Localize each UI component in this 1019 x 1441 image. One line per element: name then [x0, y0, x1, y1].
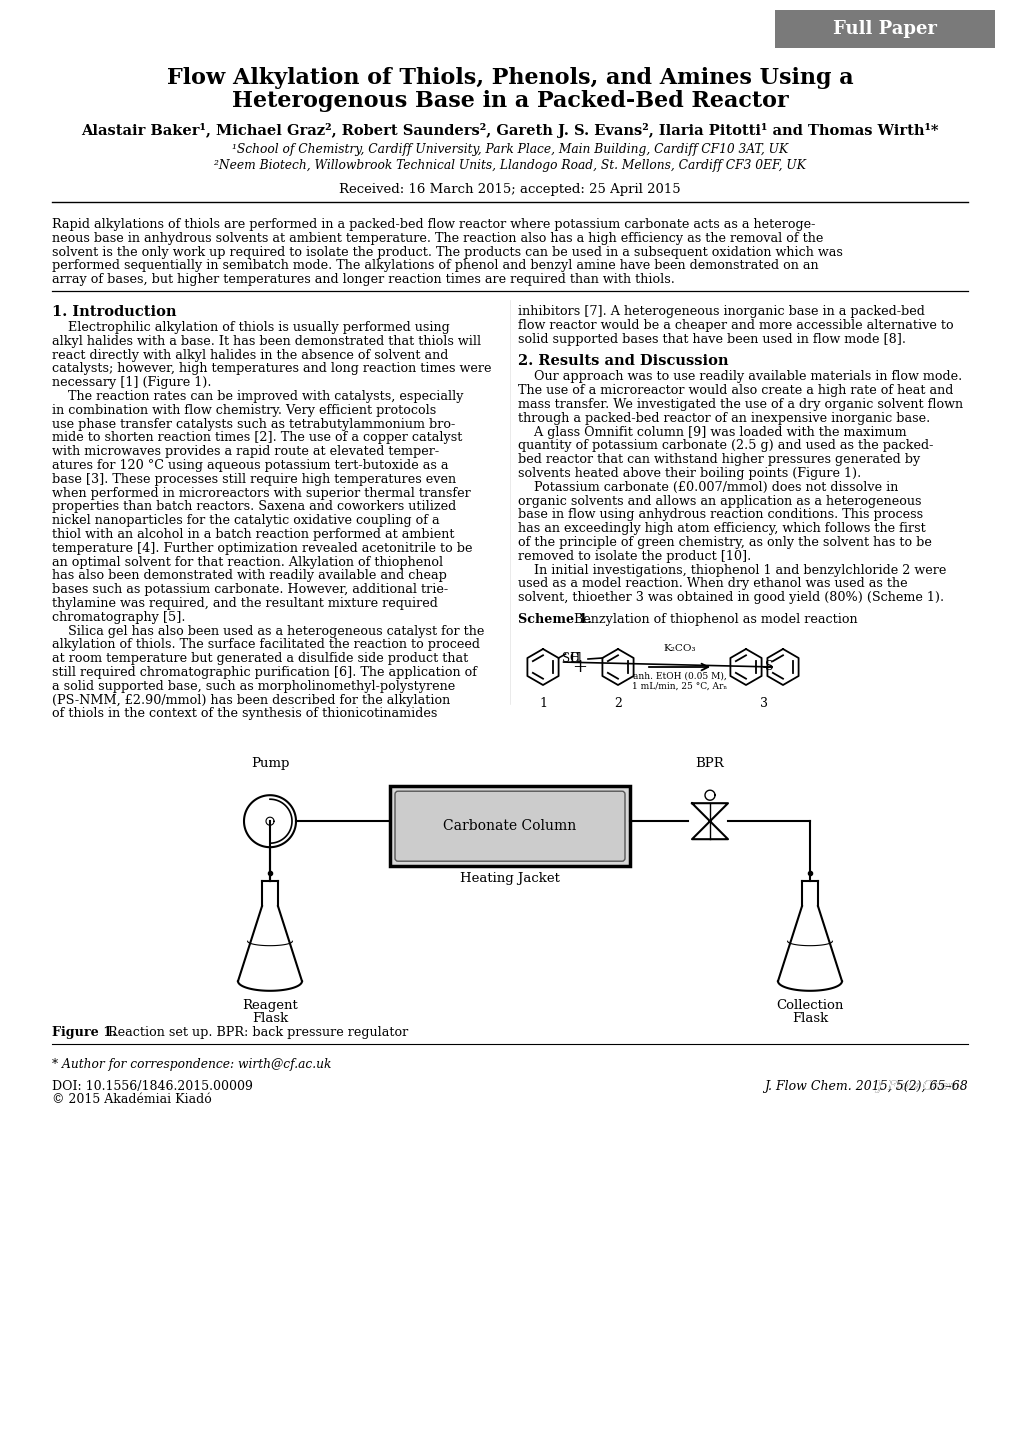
- Text: Heterogenous Base in a Packed-Bed Reactor: Heterogenous Base in a Packed-Bed Reacto…: [231, 89, 788, 112]
- Text: of the principle of green chemistry, as only the solvent has to be: of the principle of green chemistry, as …: [518, 536, 931, 549]
- Text: base in flow using anhydrous reaction conditions. This process: base in flow using anhydrous reaction co…: [518, 509, 922, 522]
- Text: performed sequentially in semibatch mode. The alkylations of phenol and benzyl a: performed sequentially in semibatch mode…: [52, 259, 818, 272]
- Text: Potassium carbonate (£0.007/mmol) does not dissolve in: Potassium carbonate (£0.007/mmol) does n…: [518, 481, 898, 494]
- Text: 3: 3: [760, 697, 767, 710]
- Text: Reaction set up. BPR: back pressure regulator: Reaction set up. BPR: back pressure regu…: [104, 1026, 408, 1039]
- Text: thiol with an alcohol in a batch reaction performed at ambient: thiol with an alcohol in a batch reactio…: [52, 527, 454, 540]
- Text: solvent is the only work up required to isolate the product. The products can be: solvent is the only work up required to …: [52, 245, 842, 258]
- Text: SH: SH: [561, 653, 580, 666]
- Text: A glass Omnifit column [9] was loaded with the maximum: A glass Omnifit column [9] was loaded wi…: [518, 425, 906, 438]
- Text: The reaction rates can be improved with catalysts, especially: The reaction rates can be improved with …: [52, 391, 463, 403]
- Text: Received: 16 March 2015; accepted: 25 April 2015: Received: 16 March 2015; accepted: 25 Ap…: [339, 183, 680, 196]
- Text: * Author for correspondence: wirth@cf.ac.uk: * Author for correspondence: wirth@cf.ac…: [52, 1058, 331, 1071]
- Text: bed reactor that can withstand higher pressures generated by: bed reactor that can withstand higher pr…: [518, 454, 919, 467]
- Text: temperature [4]. Further optimization revealed acetonitrile to be: temperature [4]. Further optimization re…: [52, 542, 472, 555]
- Text: J. Flow Chem.: J. Flow Chem.: [875, 1081, 967, 1094]
- Text: ²Neem Biotech, Willowbrook Technical Units, Llandogo Road, St. Mellons, Cardiff : ²Neem Biotech, Willowbrook Technical Uni…: [214, 160, 805, 173]
- Text: catalysts; however, high temperatures and long reaction times were: catalysts; however, high temperatures an…: [52, 362, 491, 376]
- Text: ¹School of Chemistry, Cardiff University, Park Place, Main Building, Cardiff CF1: ¹School of Chemistry, Cardiff University…: [231, 144, 788, 157]
- Text: Flow Alkylation of Thiols, Phenols, and Amines Using a: Flow Alkylation of Thiols, Phenols, and …: [166, 66, 853, 89]
- Text: base [3]. These processes still require high temperatures even: base [3]. These processes still require …: [52, 473, 455, 486]
- Text: nickel nanoparticles for the catalytic oxidative coupling of a: nickel nanoparticles for the catalytic o…: [52, 514, 439, 527]
- Text: Figure 1.: Figure 1.: [52, 1026, 116, 1039]
- Text: J. Flow Chem. 2015, 5(2), 65–68: J. Flow Chem. 2015, 5(2), 65–68: [763, 1081, 967, 1094]
- Text: flow reactor would be a cheaper and more accessible alternative to: flow reactor would be a cheaper and more…: [518, 318, 953, 331]
- Text: In initial investigations, thiophenol 1 and benzylchloride 2 were: In initial investigations, thiophenol 1 …: [518, 563, 946, 576]
- Text: © 2015 Akadémiai Kiadó: © 2015 Akadémiai Kiadó: [52, 1094, 212, 1107]
- Text: react directly with alkyl halides in the absence of solvent and: react directly with alkyl halides in the…: [52, 349, 448, 362]
- Text: The use of a microreactor would also create a high rate of heat and: The use of a microreactor would also cre…: [518, 385, 953, 398]
- Text: used as a model reaction. When dry ethanol was used as the: used as a model reaction. When dry ethan…: [518, 578, 907, 591]
- Text: anh. EtOH (0.05 M),: anh. EtOH (0.05 M),: [632, 672, 726, 682]
- Text: Flask: Flask: [791, 1012, 827, 1025]
- Text: when performed in microreactors with superior thermal transfer: when performed in microreactors with sup…: [52, 487, 471, 500]
- Text: 1 mL/min, 25 °C, Arₙ: 1 mL/min, 25 °C, Arₙ: [632, 682, 727, 692]
- Text: Electrophilic alkylation of thiols is usually performed using: Electrophilic alkylation of thiols is us…: [52, 321, 449, 334]
- Text: Flask: Flask: [252, 1012, 287, 1025]
- Text: Carbonate Column: Carbonate Column: [443, 818, 576, 833]
- Text: Rapid alkylations of thiols are performed in a packed-bed flow reactor where pot: Rapid alkylations of thiols are performe…: [52, 218, 814, 231]
- Text: chromatography [5].: chromatography [5].: [52, 611, 185, 624]
- Text: Full Paper: Full Paper: [833, 20, 936, 37]
- Text: array of bases, but higher temperatures and longer reaction times are required t: array of bases, but higher temperatures …: [52, 274, 675, 287]
- Text: S: S: [764, 660, 772, 673]
- Bar: [389, 787, 630, 866]
- Text: Benzylation of thiophenol as model reaction: Benzylation of thiophenol as model react…: [570, 612, 857, 625]
- Text: Alastair Baker¹, Michael Graz², Robert Saunders², Gareth J. S. Evans², Ilaria Pi: Alastair Baker¹, Michael Graz², Robert S…: [82, 122, 937, 137]
- Text: solvent, thioether 3 was obtained in good yield (80%) (Scheme 1).: solvent, thioether 3 was obtained in goo…: [518, 591, 944, 604]
- Text: Our approach was to use readily available materials in flow mode.: Our approach was to use readily availabl…: [518, 370, 961, 383]
- Text: still required chromatographic purification [6]. The application of: still required chromatographic purificat…: [52, 666, 477, 679]
- Text: (PS-NMM, £2.90/mmol) has been described for the alkylation: (PS-NMM, £2.90/mmol) has been described …: [52, 693, 449, 706]
- Text: Scheme 1.: Scheme 1.: [518, 612, 591, 625]
- Text: K₂CO₃: K₂CO₃: [662, 644, 695, 653]
- Text: use phase transfer catalysts such as tetrabutylammonium bro-: use phase transfer catalysts such as tet…: [52, 418, 454, 431]
- Text: Pump: Pump: [251, 757, 289, 769]
- Text: has an exceedingly high atom efficiency, which follows the first: has an exceedingly high atom efficiency,…: [518, 522, 925, 535]
- Text: bases such as potassium carbonate. However, additional trie-: bases such as potassium carbonate. Howev…: [52, 584, 447, 597]
- Text: BPR: BPR: [695, 757, 723, 769]
- Text: 2. Results and Discussion: 2. Results and Discussion: [518, 354, 728, 369]
- Text: 1. Introduction: 1. Introduction: [52, 305, 176, 318]
- Text: DOI: 10.1556/1846.2015.00009: DOI: 10.1556/1846.2015.00009: [52, 1081, 253, 1094]
- Text: solvents heated above their boiling points (Figure 1).: solvents heated above their boiling poin…: [518, 467, 860, 480]
- Text: removed to isolate the product [10].: removed to isolate the product [10].: [518, 550, 751, 563]
- Text: alkyl halides with a base. It has been demonstrated that thiols will: alkyl halides with a base. It has been d…: [52, 334, 481, 347]
- Text: properties than batch reactors. Saxena and coworkers utilized: properties than batch reactors. Saxena a…: [52, 500, 455, 513]
- FancyBboxPatch shape: [774, 10, 994, 48]
- Text: neous base in anhydrous solvents at ambient temperature. The reaction also has a: neous base in anhydrous solvents at ambi…: [52, 232, 822, 245]
- Text: inhibitors [7]. A heterogeneous inorganic base in a packed-bed: inhibitors [7]. A heterogeneous inorgani…: [518, 305, 924, 318]
- Text: Silica gel has also been used as a heterogeneous catalyst for the: Silica gel has also been used as a heter…: [52, 624, 484, 637]
- Text: Collection: Collection: [775, 999, 843, 1012]
- Text: 2: 2: [613, 697, 622, 710]
- Text: a solid supported base, such as morpholinomethyl-polystyrene: a solid supported base, such as morpholi…: [52, 680, 454, 693]
- Text: mide to shorten reaction times [2]. The use of a copper catalyst: mide to shorten reaction times [2]. The …: [52, 431, 462, 444]
- Text: organic solvents and allows an application as a heterogeneous: organic solvents and allows an applicati…: [518, 494, 920, 507]
- Text: Reagent: Reagent: [242, 999, 298, 1012]
- Text: has also been demonstrated with readily available and cheap: has also been demonstrated with readily …: [52, 569, 446, 582]
- Text: at room temperature but generated a disulfide side product that: at room temperature but generated a disu…: [52, 653, 468, 666]
- Text: with microwaves provides a rapid route at elevated temper-: with microwaves provides a rapid route a…: [52, 445, 439, 458]
- Text: an optimal solvent for that reaction. Alkylation of thiophenol: an optimal solvent for that reaction. Al…: [52, 556, 442, 569]
- FancyBboxPatch shape: [394, 791, 625, 862]
- Text: alkylation of thiols. The surface facilitated the reaction to proceed: alkylation of thiols. The surface facili…: [52, 638, 480, 651]
- Text: +: +: [572, 659, 587, 676]
- Text: Heating Jacket: Heating Jacket: [460, 872, 559, 885]
- Text: quantity of potassium carbonate (2.5 g) and used as the packed-: quantity of potassium carbonate (2.5 g) …: [518, 440, 932, 452]
- Text: mass transfer. We investigated the use of a dry organic solvent flown: mass transfer. We investigated the use o…: [518, 398, 962, 411]
- Text: J. Flow Chem.: J. Flow Chem.: [875, 1081, 967, 1094]
- Text: Cl: Cl: [569, 653, 582, 666]
- Text: atures for 120 °C using aqueous potassium tert-butoxide as a: atures for 120 °C using aqueous potassiu…: [52, 460, 448, 473]
- Text: solid supported bases that have been used in flow mode [8].: solid supported bases that have been use…: [518, 333, 905, 346]
- Text: of thiols in the context of the synthesis of thionicotinamides: of thiols in the context of the synthesi…: [52, 708, 437, 720]
- Text: thylamine was required, and the resultant mixture required: thylamine was required, and the resultan…: [52, 597, 437, 610]
- Text: through a packed-bed reactor of an inexpensive inorganic base.: through a packed-bed reactor of an inexp…: [518, 412, 929, 425]
- Text: in combination with flow chemistry. Very efficient protocols: in combination with flow chemistry. Very…: [52, 403, 436, 416]
- Text: 1: 1: [538, 697, 546, 710]
- Text: necessary [1] (Figure 1).: necessary [1] (Figure 1).: [52, 376, 211, 389]
